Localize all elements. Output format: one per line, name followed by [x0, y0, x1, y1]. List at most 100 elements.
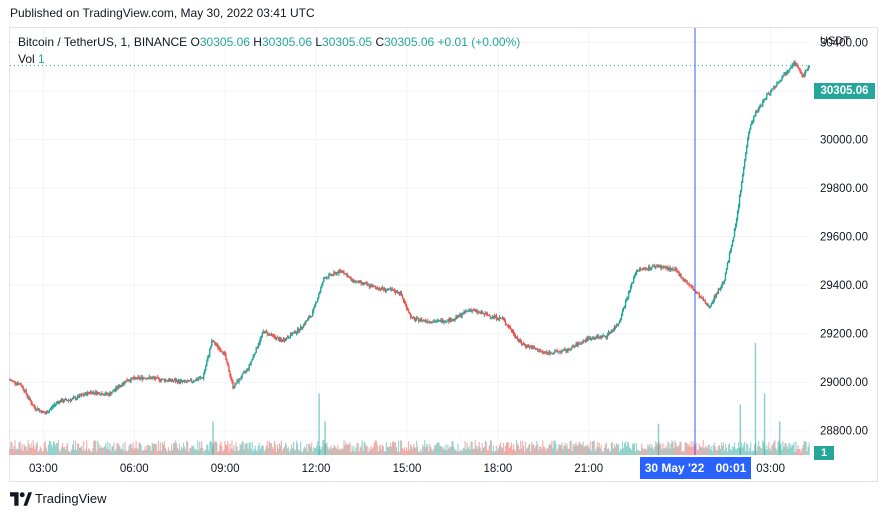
- volume-bar: [556, 451, 558, 455]
- candle-body: [407, 310, 410, 313]
- candle-body: [371, 285, 373, 288]
- candle-body: [322, 282, 324, 284]
- volume-bar: [616, 445, 619, 455]
- candle-body: [561, 350, 563, 353]
- volume-bar: [410, 444, 412, 455]
- volume-bar: [418, 451, 420, 455]
- volume-bar: [393, 442, 396, 455]
- time-tick-label: 03:00: [29, 463, 58, 475]
- volume-bar: [745, 451, 747, 455]
- candle-body: [189, 379, 192, 381]
- candle-body: [647, 269, 649, 271]
- volume-bar: [202, 448, 204, 455]
- volume-bar: [457, 443, 459, 455]
- candle-body: [572, 346, 574, 348]
- candle-body: [602, 335, 605, 337]
- volume-bar: [690, 441, 692, 455]
- candle-body: [277, 337, 280, 341]
- volume-bar: [281, 450, 284, 455]
- candle-body: [358, 281, 360, 284]
- candle-body: [431, 322, 433, 324]
- candle-body: [60, 399, 63, 403]
- volume-bar: [178, 443, 181, 455]
- candle-body: [525, 346, 528, 348]
- volume-bar: [461, 451, 463, 455]
- volume-bar: [454, 450, 456, 455]
- candle-body: [390, 289, 393, 291]
- crosshair-time: 00:01: [715, 461, 747, 475]
- candle-body: [131, 377, 133, 379]
- candle-body: [216, 344, 218, 346]
- candle-body: [393, 289, 396, 292]
- candle-body: [760, 105, 762, 107]
- candle-body: [553, 352, 555, 354]
- volume-bar: [137, 449, 139, 455]
- candle-body: [366, 283, 368, 285]
- volume-bar: [751, 451, 753, 455]
- time-tick-label: 15:00: [393, 463, 422, 475]
- candle-body: [784, 73, 786, 75]
- volume-bar: [382, 446, 384, 455]
- volume-bar: [610, 442, 613, 455]
- candle-body: [631, 282, 634, 284]
- volume-bar: [313, 447, 315, 455]
- volume-bar: [285, 445, 288, 455]
- volume-bar: [328, 449, 330, 455]
- volume-bar: [458, 451, 460, 455]
- candle-body: [464, 311, 466, 313]
- volume-bar: [443, 447, 445, 455]
- candle-body: [36, 408, 38, 410]
- volume-bar: [295, 440, 298, 455]
- candle-body: [153, 377, 155, 379]
- candle-body: [154, 378, 157, 380]
- candle-body: [104, 394, 106, 396]
- volume-bar: [505, 443, 508, 455]
- candle-body: [657, 266, 659, 268]
- volume-bar: [84, 450, 86, 455]
- candle-body: [697, 293, 699, 295]
- high-label: H: [253, 35, 262, 49]
- volume-bar: [547, 448, 549, 455]
- candle-body: [105, 392, 107, 395]
- candle-body: [88, 392, 90, 394]
- volume-bar: [287, 447, 290, 455]
- volume-bar: [96, 451, 98, 455]
- volume-bar: [158, 450, 160, 455]
- volume-bar: [317, 441, 319, 455]
- volume-bar: [775, 448, 777, 455]
- volume-bar: [12, 449, 14, 455]
- candle-body: [430, 321, 432, 323]
- candle-body: [539, 350, 541, 352]
- candle-body: [773, 86, 775, 90]
- volume-bar: [798, 449, 800, 455]
- candle-body: [405, 304, 408, 309]
- volume-bar: [768, 442, 770, 455]
- volume-bar: [435, 444, 437, 455]
- volume-bar: [769, 448, 771, 455]
- candle-body: [157, 377, 160, 379]
- candle-body: [171, 380, 174, 382]
- volume-bar: [468, 446, 470, 455]
- volume-bar: [242, 441, 244, 455]
- candle-body: [543, 352, 545, 354]
- candle-body: [629, 286, 632, 291]
- candle-body: [284, 340, 287, 342]
- candle-body: [696, 292, 698, 294]
- volume-bar: [17, 449, 19, 455]
- low-label: L: [315, 35, 323, 49]
- candle-body: [703, 300, 705, 302]
- volume-bar: [441, 446, 443, 455]
- volume-bar: [316, 445, 318, 455]
- candle-body: [643, 267, 645, 269]
- tradingview-brand[interactable]: TradingView: [10, 491, 107, 506]
- candle-body: [179, 380, 182, 383]
- volume-bar: [734, 448, 737, 455]
- volume-bar: [629, 448, 632, 455]
- volume-bar: [654, 446, 656, 455]
- chart-frame[interactable]: [9, 27, 878, 482]
- candle-body: [70, 399, 73, 401]
- candle-body: [702, 297, 704, 301]
- candle-body: [58, 400, 61, 403]
- volume-bar: [663, 448, 665, 455]
